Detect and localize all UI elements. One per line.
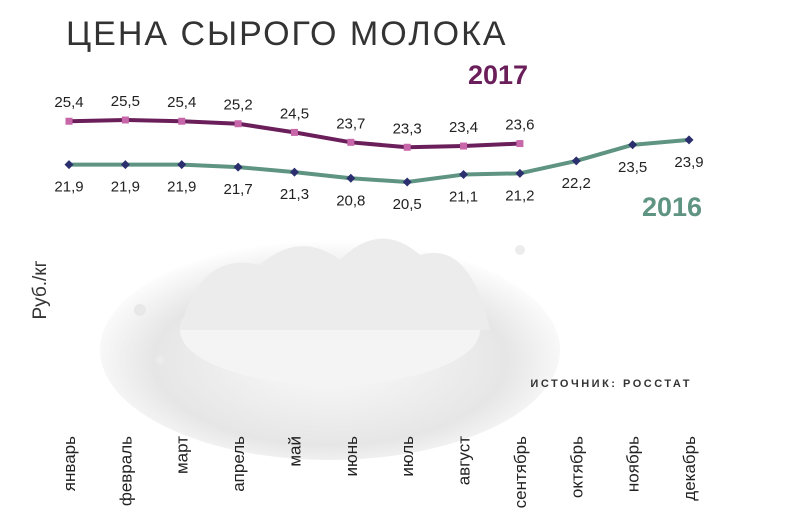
data-label: 21,9 xyxy=(167,179,196,196)
legend-label: 2017 xyxy=(468,60,528,90)
data-point xyxy=(234,120,242,128)
data-point xyxy=(120,160,130,170)
data-point xyxy=(289,167,299,177)
x-tick-label: апрель xyxy=(229,436,248,492)
data-label: 25,5 xyxy=(111,93,140,110)
data-label: 25,2 xyxy=(223,97,252,114)
series-line xyxy=(69,137,690,184)
x-tick-label: сентябрь xyxy=(511,436,530,509)
data-label: 23,9 xyxy=(674,154,703,171)
x-tick-label: август xyxy=(455,436,474,485)
x-tick-label: май xyxy=(285,436,304,467)
legend-label: 2016 xyxy=(642,192,702,222)
data-point xyxy=(65,117,73,125)
data-label: 21,2 xyxy=(505,187,534,204)
source-note: ИСТОЧНИК: РОССТАТ xyxy=(530,378,692,390)
data-label: 23,7 xyxy=(336,115,365,132)
data-label: 21,9 xyxy=(54,179,83,196)
data-point xyxy=(515,168,525,178)
data-point xyxy=(571,156,581,166)
data-point xyxy=(516,140,524,148)
x-tick-label: февраль xyxy=(116,436,135,506)
x-tick-label: октябрь xyxy=(567,436,586,498)
data-label: 20,5 xyxy=(393,196,422,213)
x-tick-label: июнь xyxy=(342,436,361,477)
data-point xyxy=(684,135,694,145)
data-label: 21,1 xyxy=(449,189,478,206)
data-point xyxy=(233,162,243,172)
data-point xyxy=(460,142,468,150)
data-label: 21,9 xyxy=(111,179,140,196)
data-point xyxy=(121,116,129,124)
y-axis-label: Руб./кг xyxy=(30,260,51,319)
data-label: 21,3 xyxy=(280,186,309,203)
data-label: 23,3 xyxy=(393,120,422,137)
data-point xyxy=(347,138,355,146)
data-label: 24,5 xyxy=(280,105,309,122)
data-label: 25,4 xyxy=(54,94,83,111)
data-label: 22,2 xyxy=(562,175,591,192)
background-splash xyxy=(100,238,560,460)
data-label: 25,4 xyxy=(167,94,196,111)
x-tick-label: ноябрь xyxy=(624,436,643,492)
data-point xyxy=(403,143,411,151)
data-label: 23,4 xyxy=(449,119,478,136)
data-label: 23,5 xyxy=(618,159,647,176)
data-point xyxy=(402,177,412,187)
x-tick-label: март xyxy=(173,436,192,474)
data-point xyxy=(290,128,298,136)
data-label: 23,6 xyxy=(505,117,534,134)
data-point xyxy=(177,160,187,170)
data-point xyxy=(64,160,74,170)
data-point xyxy=(346,173,356,183)
x-tick-label: июль xyxy=(398,436,417,477)
x-tick-label: январь xyxy=(60,436,79,491)
data-label: 21,7 xyxy=(223,181,252,198)
chart-title: ЦЕНА СЫРОГО МОЛОКА xyxy=(66,15,508,53)
data-point xyxy=(628,140,638,150)
data-point xyxy=(459,170,469,180)
x-tick-label: декабрь xyxy=(680,436,699,501)
data-point xyxy=(178,117,186,125)
data-label: 20,8 xyxy=(336,192,365,209)
